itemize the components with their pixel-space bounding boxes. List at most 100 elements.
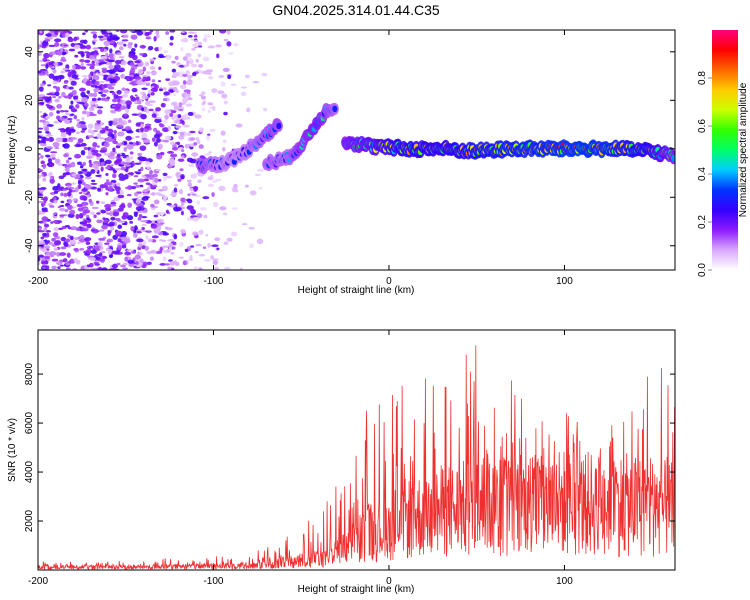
noise-speckle xyxy=(231,207,238,210)
noise-speckle xyxy=(100,209,106,214)
noise-speckle xyxy=(46,146,54,149)
noise-speckle xyxy=(188,34,193,38)
noise-speckle xyxy=(192,231,199,236)
noise-speckle xyxy=(101,267,108,270)
noise-speckle xyxy=(127,119,132,123)
noise-speckle xyxy=(122,267,129,270)
noise-speckle xyxy=(138,242,143,248)
snr-panel: -200 -100 0 100 2000 4000 6000 8000 Height of s… xyxy=(7,329,676,595)
noise-speckle xyxy=(129,220,134,224)
noise-speckle xyxy=(248,226,255,230)
noise-speckle xyxy=(68,86,74,90)
noise-speckle xyxy=(199,207,207,211)
noise-speckle xyxy=(113,251,120,255)
noise-speckle xyxy=(73,248,79,251)
noise-speckle xyxy=(138,169,142,172)
noise-speckle xyxy=(164,109,172,115)
spectrogram-y-axis-label: Frequency (Hz) xyxy=(7,116,18,185)
noise-speckle xyxy=(97,35,104,39)
noise-speckle xyxy=(38,130,42,134)
noise-speckle xyxy=(227,74,232,80)
noise-speckle xyxy=(53,62,59,66)
noise-speckle xyxy=(184,93,191,98)
noise-speckle xyxy=(66,118,73,121)
noise-speckle xyxy=(148,103,153,107)
noise-speckle xyxy=(49,251,57,256)
noise-speckle xyxy=(185,103,193,107)
noise-speckle xyxy=(95,256,101,260)
noise-speckle xyxy=(52,76,60,81)
noise-speckle xyxy=(157,178,162,182)
noise-speckle xyxy=(98,91,103,95)
noise-speckle xyxy=(88,256,96,262)
noise-speckle xyxy=(178,189,183,195)
noise-speckle xyxy=(208,151,212,154)
noise-speckle xyxy=(169,113,174,117)
noise-speckle xyxy=(97,59,104,63)
noise-speckle xyxy=(218,185,226,192)
noise-speckle xyxy=(59,30,66,35)
noise-speckle xyxy=(123,34,129,39)
noise-speckle xyxy=(134,94,138,97)
noise-speckle xyxy=(160,211,164,217)
noise-speckle xyxy=(207,109,211,113)
noise-speckle xyxy=(126,76,130,81)
noise-speckle xyxy=(60,192,64,197)
noise-speckle xyxy=(102,217,106,221)
noise-speckle xyxy=(163,91,170,96)
noise-speckle xyxy=(82,32,86,36)
noise-speckle xyxy=(45,64,49,69)
noise-speckle xyxy=(69,226,78,231)
noise-speckle xyxy=(191,193,197,196)
noise-speckle xyxy=(191,47,196,51)
noise-speckle xyxy=(78,192,83,195)
noise-speckle xyxy=(258,186,263,190)
noise-speckle xyxy=(177,178,182,182)
noise-speckle xyxy=(117,98,121,103)
noise-speckle xyxy=(169,89,174,93)
noise-speckle xyxy=(176,131,180,134)
noise-speckle xyxy=(44,126,49,132)
noise-speckle xyxy=(103,219,110,224)
noise-speckle xyxy=(95,174,102,177)
noise-speckle xyxy=(170,160,176,167)
noise-speckle xyxy=(42,196,48,202)
noise-speckle xyxy=(56,104,63,109)
noise-speckle xyxy=(179,131,185,136)
noise-speckle xyxy=(43,172,47,177)
noise-speckle xyxy=(107,181,113,186)
noise-speckle xyxy=(198,229,204,235)
noise-speckle xyxy=(137,152,143,157)
noise-speckle xyxy=(131,87,138,93)
noise-speckle xyxy=(158,53,164,59)
noise-speckle xyxy=(191,152,199,157)
noise-speckle xyxy=(95,246,100,252)
noise-speckle xyxy=(43,52,50,59)
noise-speckle xyxy=(49,178,55,184)
noise-speckle xyxy=(186,179,192,183)
noise-speckle xyxy=(51,258,59,262)
noise-speckle xyxy=(132,142,137,146)
noise-speckle xyxy=(133,211,139,214)
noise-speckle xyxy=(67,157,72,160)
noise-speckle xyxy=(170,252,175,255)
noise-speckle xyxy=(81,227,89,232)
noise-speckle xyxy=(128,141,134,145)
noise-speckle xyxy=(52,185,59,191)
noise-speckle xyxy=(162,196,167,202)
noise-speckle xyxy=(203,34,211,38)
noise-speckle xyxy=(38,140,44,144)
noise-speckle xyxy=(91,149,99,153)
noise-speckle xyxy=(89,113,97,116)
noise-speckle xyxy=(121,39,129,42)
noise-speckle xyxy=(45,115,50,120)
noise-speckle xyxy=(85,194,91,198)
noise-speckle xyxy=(185,52,192,58)
noise-speckle xyxy=(197,53,202,58)
noise-speckle xyxy=(38,94,46,97)
noise-speckle xyxy=(84,264,88,270)
noise-speckle xyxy=(59,204,65,208)
snr-x-axis-label: Height of straight line (km) xyxy=(298,584,415,595)
noise-speckle xyxy=(145,235,149,240)
noise-speckle xyxy=(110,109,117,114)
